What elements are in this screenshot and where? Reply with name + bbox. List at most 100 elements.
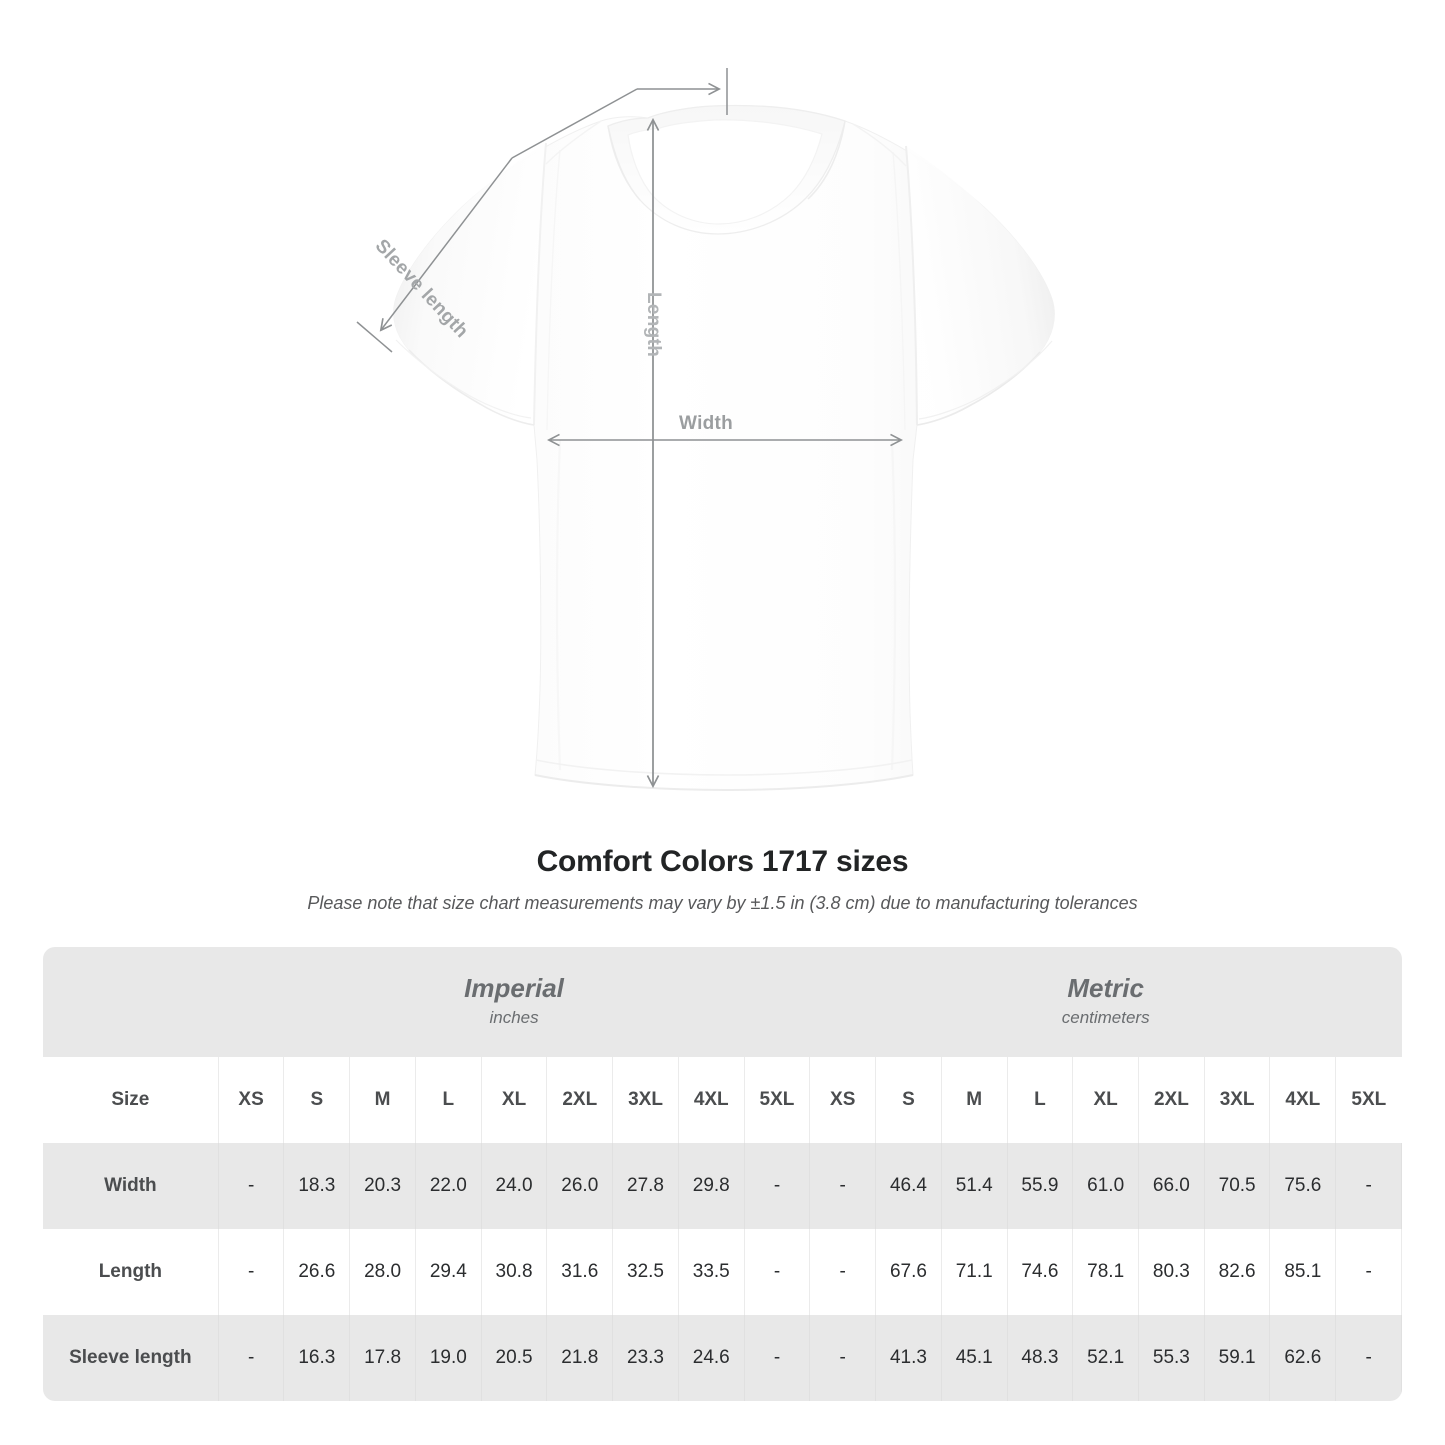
cell-sleeve-length-metric-s: 41.3 (875, 1315, 942, 1401)
sleeve-length-dimension (356, 68, 728, 353)
page-title: Comfort Colors 1717 sizes (536, 845, 909, 878)
tolerance-note: Please note that size chart measurements… (307, 893, 1138, 913)
unit-band-row: Imperial inches Metric centimeters (43, 947, 1402, 1057)
unit-subtitle: inches (489, 1008, 539, 1028)
cell-length-imperial-xl: 30.8 (481, 1229, 548, 1315)
cell-length-imperial-s: 26.6 (283, 1229, 351, 1315)
cell-length-metric-2xl: 80.3 (1138, 1229, 1205, 1315)
cell-width-imperial-4xl: 29.8 (678, 1143, 745, 1229)
cell-length-imperial-l: 29.4 (415, 1229, 482, 1315)
cell-sleeve-length-metric-m: 45.1 (941, 1315, 1008, 1401)
unit-name: Imperial (464, 973, 564, 1004)
unit-name: Metric (1067, 973, 1144, 1004)
column-header-2xl-imperial: 2XL (546, 1057, 614, 1143)
cell-width-imperial-2xl: 26.0 (546, 1143, 614, 1229)
column-header-3xl-metric: 3XL (1204, 1057, 1271, 1143)
column-header-xl-imperial: XL (481, 1057, 548, 1143)
cell-sleeve-length-imperial-5xl: - (744, 1315, 811, 1401)
cell-sleeve-length-imperial-m: 17.8 (349, 1315, 416, 1401)
size-table: Imperial inches Metric centimeters Size XS S M L… (43, 947, 1402, 1401)
table-row: Length -26.6 28.0 29.4 30.8 31.6 32.5 33.5- -67.… (43, 1229, 1402, 1315)
unit-band-spacer (43, 947, 219, 1057)
cell-width-metric-3xl: 70.5 (1204, 1143, 1271, 1229)
column-header-m-metric: M (941, 1057, 1008, 1143)
cell-width-metric-m: 51.4 (941, 1143, 1008, 1229)
table-row: Width -18.3 20.3 22.0 24.0 26.0 27.8 29.8- -46.4… (43, 1143, 1402, 1229)
title-block: Comfort Colors 1717 sizes Please note th… (0, 845, 1445, 914)
cell-width-metric-l: 55.9 (1007, 1143, 1074, 1229)
cell-length-imperial-xs: - (218, 1229, 285, 1315)
unit-group-imperial: Imperial inches (218, 947, 810, 1057)
table-row: Sleeve length -16.3 17.8 19.0 20.5 21.8 23.3 24… (43, 1315, 1402, 1401)
cell-length-imperial-m: 28.0 (349, 1229, 416, 1315)
column-header-xs-metric: XS (809, 1057, 877, 1143)
cell-sleeve-length-metric-xl: 52.1 (1072, 1315, 1140, 1401)
unit-subtitle: centimeters (1061, 1008, 1150, 1028)
column-header-5xl-imperial: 5XL (744, 1057, 811, 1143)
cell-sleeve-length-imperial-l: 19.0 (415, 1315, 482, 1401)
cell-length-imperial-2xl: 31.6 (546, 1229, 614, 1315)
cell-width-imperial-s: 18.3 (283, 1143, 351, 1229)
column-header-4xl-imperial: 4XL (678, 1057, 745, 1143)
cell-width-imperial-xs: - (218, 1143, 285, 1229)
cell-length-metric-4xl: 85.1 (1269, 1229, 1337, 1315)
cell-width-imperial-xl: 24.0 (481, 1143, 548, 1229)
unit-group-metric: Metric centimeters (809, 947, 1402, 1057)
column-header-xs-imperial: XS (218, 1057, 285, 1143)
cell-length-metric-s: 67.6 (875, 1229, 942, 1315)
cell-width-imperial-5xl: - (744, 1143, 811, 1229)
column-header-xl-metric: XL (1072, 1057, 1140, 1143)
row-label-length: Length (43, 1229, 219, 1315)
column-header-l-metric: L (1007, 1057, 1074, 1143)
cell-sleeve-length-metric-xs: - (809, 1315, 877, 1401)
measurement-lines (356, 68, 904, 789)
column-header-4xl-metric: 4XL (1269, 1057, 1337, 1143)
cell-sleeve-length-imperial-3xl: 23.3 (612, 1315, 679, 1401)
column-header-2xl-metric: 2XL (1138, 1057, 1205, 1143)
tshirt-body-shape (393, 104, 1055, 792)
column-header-size: Size (43, 1057, 219, 1143)
cell-length-imperial-5xl: - (744, 1229, 811, 1315)
cell-width-imperial-l: 22.0 (415, 1143, 482, 1229)
cell-width-metric-5xl: - (1335, 1143, 1402, 1229)
cell-length-metric-xs: - (809, 1229, 877, 1315)
cell-length-imperial-3xl: 32.5 (612, 1229, 679, 1315)
column-header-3xl-imperial: 3XL (612, 1057, 679, 1143)
column-header-m-imperial: M (349, 1057, 416, 1143)
column-header-s-imperial: S (283, 1057, 351, 1143)
cell-width-imperial-3xl: 27.8 (612, 1143, 679, 1229)
cell-sleeve-length-imperial-xl: 20.5 (481, 1315, 548, 1401)
cell-sleeve-length-imperial-4xl: 24.6 (678, 1315, 745, 1401)
cell-length-metric-l: 74.6 (1007, 1229, 1074, 1315)
cell-width-metric-xs: - (809, 1143, 877, 1229)
cell-width-metric-2xl: 66.0 (1138, 1143, 1205, 1229)
length-annotation-label: Length (643, 292, 664, 358)
column-header-s-metric: S (875, 1057, 942, 1143)
cell-sleeve-length-metric-5xl: - (1335, 1315, 1402, 1401)
cell-sleeve-length-imperial-s: 16.3 (283, 1315, 351, 1401)
column-header-5xl-metric: 5XL (1335, 1057, 1402, 1143)
cell-sleeve-length-metric-4xl: 62.6 (1269, 1315, 1337, 1401)
tshirt-diagram: Sleeve length Length Width (356, 68, 1055, 792)
cell-length-metric-xl: 78.1 (1072, 1229, 1140, 1315)
cell-length-imperial-4xl: 33.5 (678, 1229, 745, 1315)
width-annotation-label: Width (679, 413, 734, 434)
size-header-row: Size XS S M L XL 2XL 3XL 4XL 5XL XS S M L XL 2XL 3XL 4XL 5… (43, 1057, 1402, 1143)
cell-sleeve-length-imperial-xs: - (218, 1315, 285, 1401)
cell-width-imperial-m: 20.3 (349, 1143, 416, 1229)
cell-width-metric-4xl: 75.6 (1269, 1143, 1337, 1229)
cell-length-metric-5xl: - (1335, 1229, 1402, 1315)
cell-sleeve-length-metric-l: 48.3 (1007, 1315, 1074, 1401)
column-header-l-imperial: L (415, 1057, 482, 1143)
cell-width-metric-s: 46.4 (875, 1143, 942, 1229)
row-label-sleeve-length: Sleeve length (43, 1315, 219, 1401)
tshirt-illustration (356, 68, 1055, 792)
cell-length-metric-m: 71.1 (941, 1229, 1008, 1315)
cell-width-metric-xl: 61.0 (1072, 1143, 1140, 1229)
cell-sleeve-length-imperial-2xl: 21.8 (546, 1315, 614, 1401)
cell-sleeve-length-metric-3xl: 59.1 (1204, 1315, 1271, 1401)
size-table-container: Imperial inches Metric centimeters Size XS S M L… (43, 947, 1402, 1401)
row-label-width: Width (43, 1143, 219, 1229)
cell-sleeve-length-metric-2xl: 55.3 (1138, 1315, 1205, 1401)
